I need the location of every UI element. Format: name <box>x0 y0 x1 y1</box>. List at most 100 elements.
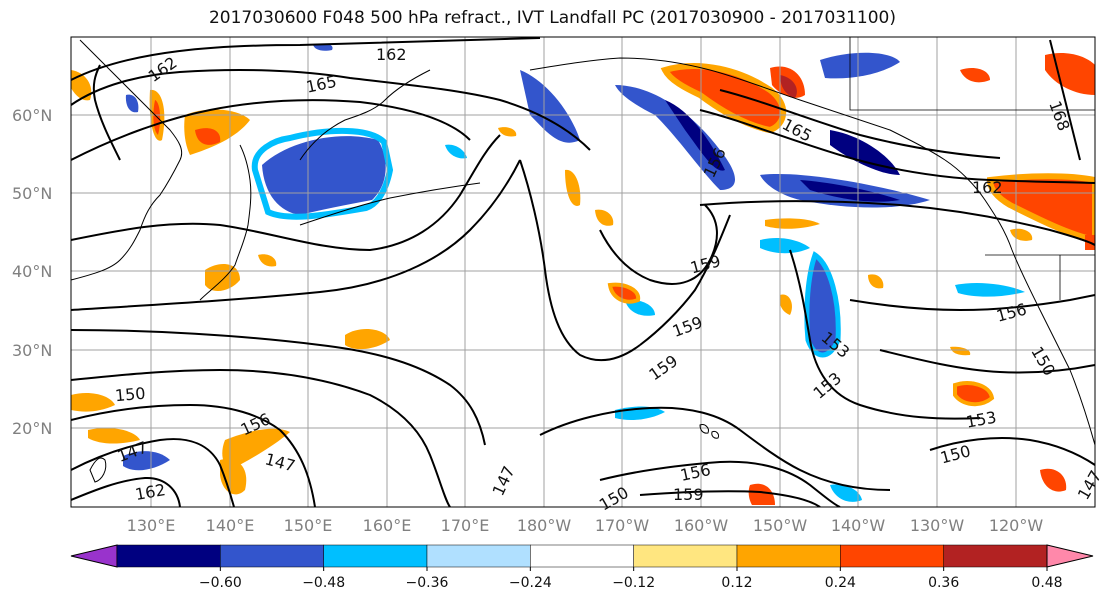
lon-label: 170°E <box>441 516 490 535</box>
colorbar-bin <box>426 544 531 568</box>
positive-anomaly-patch <box>779 294 792 315</box>
colorbar-bin <box>116 544 221 568</box>
alaska-coast <box>529 57 946 161</box>
contour-line <box>699 200 1095 246</box>
contour-line <box>1049 39 1081 161</box>
positive-anomaly-patch <box>1045 53 1095 95</box>
positive-anomaly-patch <box>565 169 581 206</box>
lon-label: 170°W <box>595 516 650 535</box>
negative-anomaly-patch <box>820 52 900 79</box>
colorbar-tick-label: 0.36 <box>928 575 959 591</box>
colorbar: −0.60 −0.48 −0.36 −0.24 −0.12 0.12 0.24 0.36 0.4… <box>70 544 1094 591</box>
positive-anomaly-patch <box>748 483 775 505</box>
negative-anomaly-patch <box>625 299 655 316</box>
positive-anomaly-patch <box>986 173 1095 244</box>
positive-anomaly-patch <box>960 68 990 83</box>
colorbar-tick-label: 0.48 <box>1031 575 1062 591</box>
lat-label: 60°N <box>12 106 52 125</box>
contour-line <box>71 368 451 507</box>
positive-anomaly-patch <box>868 274 884 289</box>
japan-coast <box>199 144 252 301</box>
positive-anomaly-patch <box>71 393 115 412</box>
colorbar-extend-right <box>1046 544 1094 568</box>
contour-line <box>71 329 486 446</box>
lat-label: 40°N <box>12 262 52 281</box>
lat-label: 30°N <box>12 341 52 360</box>
hawaii-islands <box>699 424 719 439</box>
negative-anomaly-patch <box>123 451 170 471</box>
contour-line <box>92 64 121 161</box>
positive-anomaly-patch <box>153 100 161 135</box>
contour-line <box>699 109 1095 184</box>
positive-anomaly-patch <box>498 127 517 137</box>
colorbar-tick-label: −0.48 <box>302 575 345 591</box>
contour-line <box>599 460 841 507</box>
negative-anomaly-patch <box>445 144 467 159</box>
lat-label: 50°N <box>12 184 52 203</box>
positive-anomaly-patch <box>222 428 290 470</box>
negative-anomaly-patch <box>262 136 386 215</box>
colorbar-bin <box>736 544 841 568</box>
contour-line <box>71 438 235 507</box>
negative-anomaly-patch <box>760 237 810 254</box>
contour-line <box>71 99 471 161</box>
colorbar-tick-label: 0.24 <box>825 575 856 591</box>
contour-label: 162 <box>972 178 1003 197</box>
map-border <box>70 36 1096 508</box>
lon-label: 130°W <box>910 516 965 535</box>
positive-anomaly-patch <box>195 128 221 145</box>
colorbar-tick-label: −0.24 <box>509 575 552 591</box>
positive-anomaly-patch <box>660 63 787 134</box>
colorbar-tick-label: −0.12 <box>612 575 655 591</box>
negative-anomaly-patch <box>955 282 1025 297</box>
contour-line <box>879 349 1095 374</box>
contour-line <box>71 37 541 81</box>
positive-anomaly-patch <box>780 75 797 98</box>
asia-coast <box>71 39 183 281</box>
colorbar-bin <box>323 544 428 568</box>
positive-anomaly-patch <box>1040 468 1067 492</box>
shading-layer <box>71 43 1095 505</box>
contour-line <box>639 214 731 346</box>
colorbar-bin <box>633 544 738 568</box>
lon-label: 130°E <box>127 516 176 535</box>
lon-label: 150°W <box>753 516 808 535</box>
negative-anomaly-patch <box>125 94 139 113</box>
negative-anomaly-patch <box>804 251 841 358</box>
taiwan-coast <box>89 457 107 483</box>
latitude-labels: 60°N 50°N 40°N 30°N 20°N <box>12 106 52 438</box>
contour-line <box>71 403 316 507</box>
lon-label: 150°E <box>284 516 333 535</box>
longitude-labels: 130°E 140°E 150°E 160°E 170°E 180°W 170°… <box>127 516 1044 535</box>
contour-line <box>789 249 981 420</box>
negative-anomaly-patch <box>615 85 735 190</box>
positive-anomaly-patch <box>765 218 820 229</box>
positive-anomaly-patch <box>953 381 995 407</box>
negative-anomaly-patch <box>800 180 900 202</box>
colorbar-bin <box>840 544 944 568</box>
negative-anomaly-patch <box>520 70 580 143</box>
colorbar-tick-label: 0.12 <box>721 575 752 591</box>
lon-label: 140°W <box>831 516 886 535</box>
positive-anomaly-patch <box>607 282 641 304</box>
lon-label: 180°W <box>517 516 572 535</box>
positive-anomaly-patch <box>595 209 614 226</box>
colorbar-bin <box>220 544 324 568</box>
contour-line <box>719 89 1001 159</box>
positive-anomaly-patch <box>258 254 277 267</box>
lat-label: 20°N <box>12 419 52 438</box>
colorbar-tick-label: −0.36 <box>406 575 449 591</box>
contour-line <box>519 159 641 362</box>
lon-label: 120°W <box>989 516 1044 535</box>
negative-anomaly-patch <box>830 484 862 502</box>
lon-label: 160°E <box>363 516 412 535</box>
aleutian-chain <box>299 182 481 226</box>
contour-line <box>639 490 821 507</box>
negative-anomaly-patch <box>251 127 394 220</box>
positive-anomaly-patch <box>345 328 390 350</box>
map-title: 2017030600 F048 500 hPa refract., IVT La… <box>208 8 896 28</box>
lon-label: 140°E <box>206 516 255 535</box>
contour-label: 162 <box>376 45 407 64</box>
negative-anomaly-patch <box>830 130 900 175</box>
